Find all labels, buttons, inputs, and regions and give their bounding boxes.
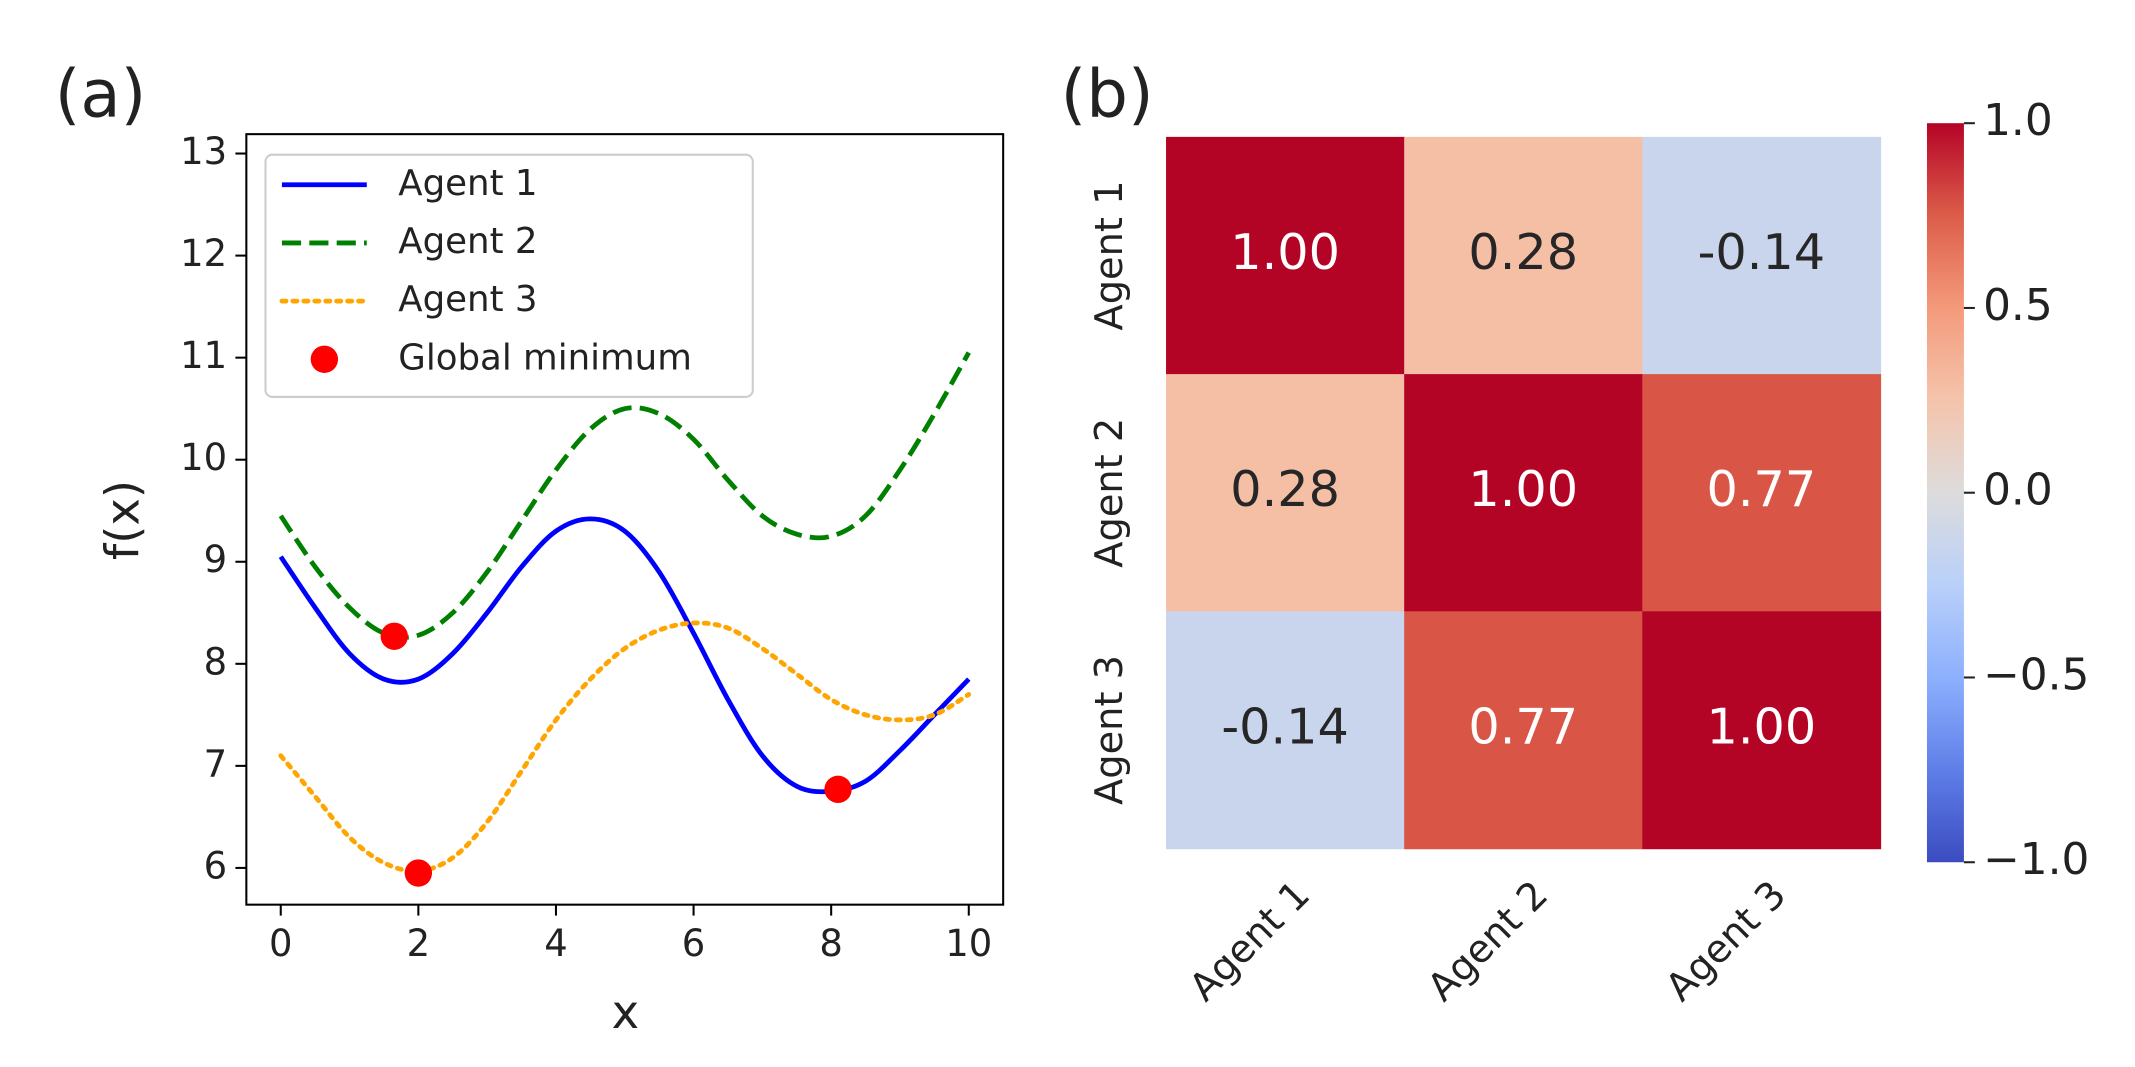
- colorbar-tick-label: −1.0: [1983, 834, 2089, 885]
- y-category-label: Agent 2: [1087, 418, 1132, 568]
- min-point: [404, 859, 433, 887]
- y-tick-label: 8: [204, 640, 228, 683]
- series-line: [278, 620, 972, 874]
- legend-marker: [310, 345, 339, 373]
- cell-label: 0.28: [1230, 460, 1340, 518]
- legend-label: Agent 1: [398, 163, 537, 204]
- y-category-label: Agent 1: [1087, 181, 1132, 331]
- y-axis-label: f(x): [95, 480, 149, 560]
- panel-label: (a): [55, 57, 147, 133]
- cell-label: 1.00: [1230, 223, 1340, 281]
- cell-label: 0.77: [1707, 460, 1817, 518]
- x-category-label: Agent 1: [1181, 872, 1319, 1010]
- x-tick-label: 10: [945, 922, 992, 965]
- heatmap-cell: [1166, 611, 1405, 850]
- x-category-label: Agent 3: [1657, 872, 1795, 1010]
- series-line: [278, 516, 971, 795]
- legend-label: Agent 2: [398, 221, 537, 262]
- y-tick-label: 10: [180, 436, 227, 479]
- cell-label: 0.28: [1468, 223, 1578, 281]
- y-category-label: Agent 3: [1087, 655, 1132, 805]
- colorbar: [1926, 123, 1964, 863]
- x-category-label: Agent 2: [1419, 872, 1557, 1010]
- y-tick-label: 12: [180, 232, 227, 275]
- x-tick-label: 8: [819, 922, 843, 965]
- cell-label: -0.14: [1698, 223, 1825, 281]
- y-tick-label: 11: [180, 334, 227, 377]
- panel-label: (b): [1061, 57, 1154, 133]
- heatmap-cell: [1404, 136, 1643, 375]
- x-tick-label: 6: [682, 922, 706, 965]
- x-tick-label: 2: [407, 922, 431, 965]
- y-tick-label: 9: [204, 538, 228, 581]
- legend-label: Global minimum: [398, 337, 692, 378]
- x-tick-label: 4: [544, 922, 568, 965]
- heatmap-cell: [1642, 374, 1882, 613]
- heatmap-cell: [1166, 374, 1405, 613]
- min-point: [380, 622, 408, 650]
- cell-label: 0.77: [1468, 697, 1578, 755]
- heatmap-cell: [1166, 136, 1405, 375]
- colorbar-tick-label: 0.0: [1983, 465, 2053, 516]
- heatmap-cell: [1404, 611, 1643, 850]
- y-tick-label: 6: [204, 844, 228, 887]
- heatmap-cell: [1642, 136, 1882, 375]
- colorbar-tick-label: 1.0: [1983, 95, 2053, 146]
- legend-label: Agent 3: [398, 279, 537, 320]
- heatmap-cell: [1642, 611, 1882, 850]
- x-axis-label: x: [612, 985, 640, 1039]
- legend-box: [264, 153, 754, 398]
- min-point: [824, 775, 852, 804]
- x-tick-label: 0: [269, 922, 293, 965]
- colorbar-tick-label: 0.5: [1983, 280, 2053, 331]
- cell-label: 1.00: [1707, 697, 1817, 755]
- cell-label: -0.14: [1221, 697, 1348, 755]
- cell-label: 1.00: [1468, 460, 1578, 518]
- heatmap-cell: [1404, 374, 1643, 613]
- y-tick-label: 13: [180, 130, 227, 173]
- plot-frame: [245, 133, 1005, 906]
- y-tick-label: 7: [204, 742, 228, 785]
- colorbar-tick-label: −0.5: [1983, 649, 2089, 700]
